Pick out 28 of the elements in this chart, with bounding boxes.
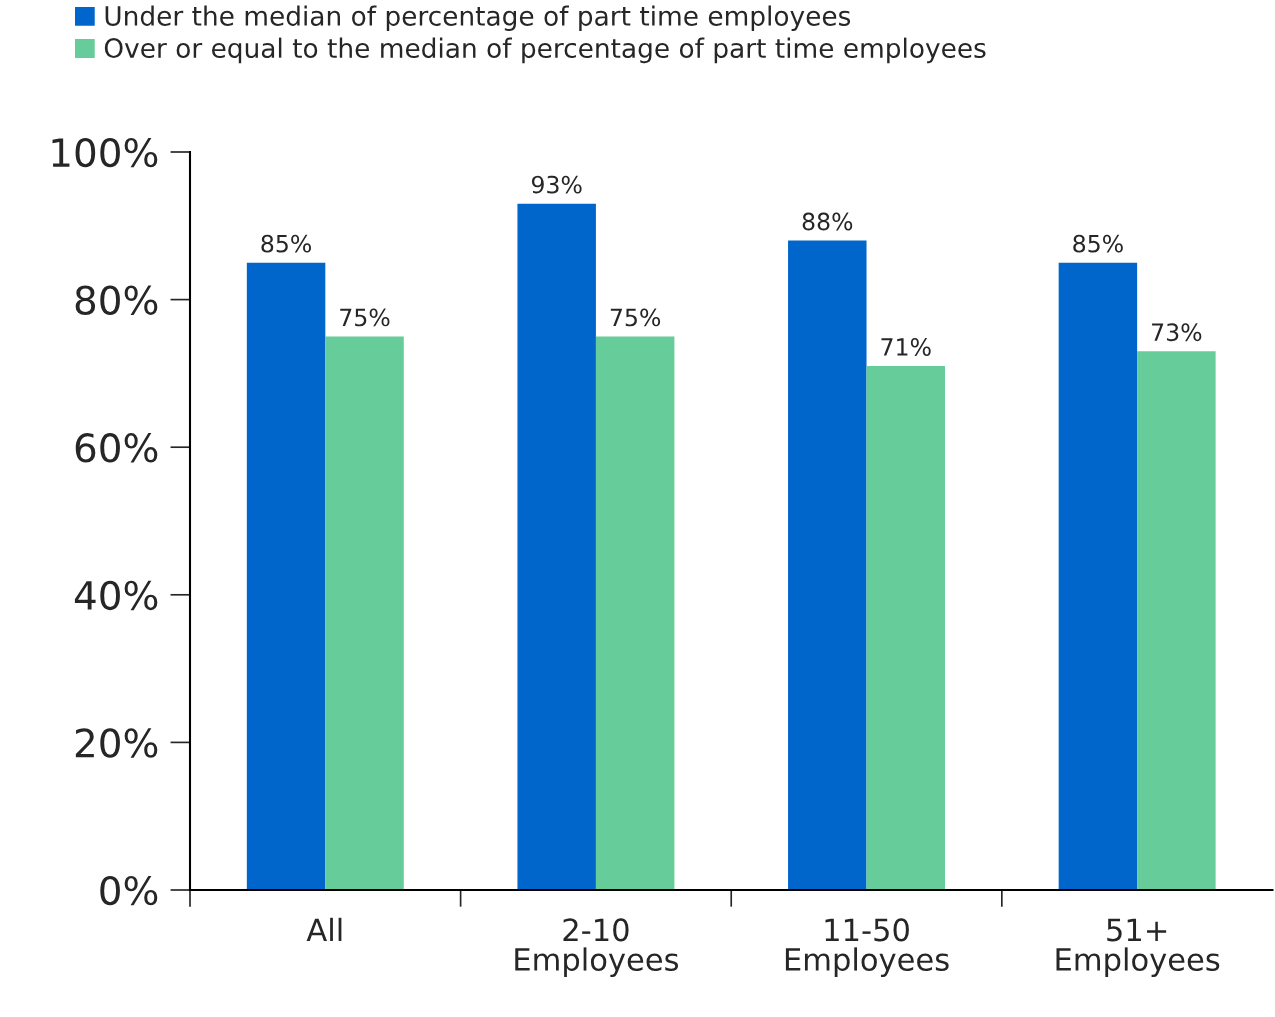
bar (517, 203, 596, 890)
bar (595, 336, 675, 890)
data-label: 73% (1152, 323, 1202, 342)
y-tick-label: 20% (75, 728, 158, 758)
bar (246, 262, 326, 890)
legend-label: Over or equal to the median of percentage of part time employees (104, 37, 986, 64)
y-tick-label: 60% (75, 433, 158, 463)
x-tick-label: 11-50 Employees (785, 918, 949, 977)
data-label: 88% (802, 212, 853, 231)
bar (1058, 262, 1138, 890)
legend-label: Under the median of percentage of part time employees (105, 5, 851, 32)
y-tick-label: 0% (100, 875, 158, 906)
data-label: 75% (340, 308, 390, 327)
bar (325, 336, 404, 890)
bar (1137, 351, 1216, 890)
bar (788, 240, 867, 890)
bar (866, 366, 946, 890)
data-label: 71% (881, 338, 931, 356)
x-tick-label: All (306, 917, 342, 941)
y-tick-label: 40% (74, 580, 158, 611)
x-tick-label: 2-10 Employees (515, 918, 679, 977)
y-tick-label: 80% (75, 285, 158, 315)
data-label: 93% (531, 175, 582, 194)
x-tick-label: 51+ Employees (1056, 918, 1220, 977)
data-label: 85% (261, 234, 311, 253)
y-tick-label: 100% (52, 137, 158, 168)
data-label: 75% (610, 308, 661, 327)
data-label: 85% (1073, 234, 1123, 253)
